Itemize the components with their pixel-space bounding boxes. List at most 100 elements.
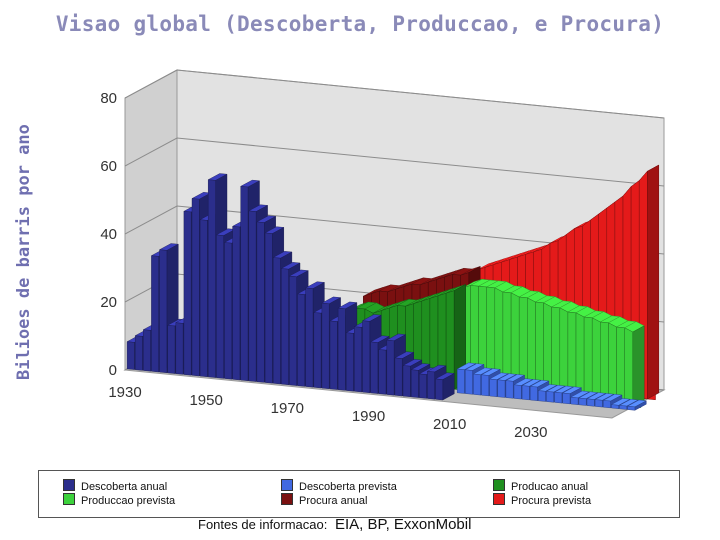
surface-side: [632, 325, 645, 408]
bar-front: [207, 179, 216, 378]
y-tick-label: 60: [100, 158, 117, 175]
bar-front: [386, 339, 395, 396]
bar-front: [216, 234, 224, 379]
bar-front: [619, 405, 627, 410]
x-tick-label: 2010: [433, 416, 466, 433]
bar-front: [538, 390, 546, 402]
legend-swatch: [63, 493, 75, 505]
bar-front: [143, 329, 151, 372]
legend-label: Procura anual: [299, 495, 368, 507]
bar-front: [248, 210, 257, 382]
bar-front: [305, 287, 314, 388]
bar-front: [497, 379, 506, 398]
bar-front: [313, 312, 322, 389]
bar-front: [289, 275, 297, 386]
bar-front: [562, 392, 571, 405]
bar-front: [530, 386, 538, 401]
bar-front: [256, 221, 265, 383]
bar-front: [419, 373, 427, 399]
data-bar: [626, 399, 647, 411]
bar-front: [505, 380, 514, 399]
bar-front: [489, 378, 498, 397]
bar-front: [465, 369, 473, 395]
legend-swatch: [281, 479, 293, 491]
bar-front: [435, 378, 443, 401]
bar-front: [183, 211, 192, 376]
bar-front: [611, 404, 619, 409]
bar-front: [329, 320, 338, 390]
legend-swatch: [493, 479, 505, 491]
bar-front: [362, 320, 370, 394]
y-tick-label: 40: [100, 226, 117, 243]
legend-label: Descoberta anual: [81, 481, 168, 493]
gridline: [124, 205, 665, 255]
x-axis: 1930 1950 1970 1990 2010 2030: [108, 384, 547, 441]
series-descoberta-anual: [126, 173, 455, 401]
bar-front: [321, 302, 330, 390]
y-tick-label: 80: [100, 90, 117, 107]
x-tick-label: 1950: [189, 392, 222, 409]
bar-front: [240, 186, 249, 382]
bar-front: [513, 384, 522, 400]
chart-title: Visao global (Descoberta, Produccao, e P…: [55, 12, 665, 36]
bar-front: [546, 391, 554, 403]
x-tick-label: 1930: [108, 384, 141, 401]
data-bar: [624, 327, 634, 408]
series-descoberta-prevista: [456, 362, 647, 411]
bar-front: [354, 326, 362, 393]
sources-note: Fontes de informacao: EIA, BP, ExxonMobi…: [198, 516, 471, 533]
bar-front: [151, 255, 159, 373]
legend-swatch: [63, 479, 75, 491]
bar-front: [159, 249, 168, 374]
x-tick-label: 1970: [271, 400, 304, 417]
bar-front: [473, 373, 481, 396]
legend-item-descoberta-prevista: Descoberta prevista: [281, 479, 397, 494]
legend: Descoberta anual Descoberta prevista Pro…: [38, 470, 680, 518]
chart-plot: 0 20 40 60 80 1930 1950 1970 1990 2010 2030: [100, 69, 666, 441]
bar-front: [175, 322, 184, 375]
legend-label: Producao anual: [511, 481, 589, 493]
x-tick-label: 2030: [514, 424, 547, 441]
data-bar: [434, 372, 455, 401]
legend-item-procura-anual: Procura anual: [281, 493, 368, 508]
gridline: [124, 69, 665, 119]
bar-front: [627, 405, 636, 411]
bar-front: [281, 268, 289, 386]
bar-front: [554, 391, 563, 404]
bar-front: [273, 257, 281, 385]
bar-front: [427, 371, 435, 400]
bar-front: [199, 219, 208, 378]
y-tick-label: 20: [100, 294, 117, 311]
bar-front: [594, 399, 603, 408]
bar-front: [402, 365, 411, 398]
data-bar: [608, 322, 617, 406]
legend-swatch: [493, 493, 505, 505]
surface-side: [647, 164, 660, 400]
bar-front: [264, 232, 273, 384]
bar-front: [126, 341, 135, 370]
data-bar: [591, 317, 601, 404]
sources-label: Fontes de informacao:: [198, 517, 328, 532]
bar-front: [578, 397, 587, 406]
bar-front: [394, 357, 403, 397]
bar-front: [521, 385, 530, 401]
bar-front: [603, 400, 611, 409]
y-tick-label: 0: [109, 362, 117, 379]
bar-front: [134, 335, 143, 371]
data-bar: [616, 326, 625, 407]
bar-front: [346, 332, 354, 392]
bar-front: [370, 341, 379, 394]
bar-front: [297, 293, 305, 387]
legend-label: Produccao prevista: [81, 495, 176, 507]
bar-front: [191, 198, 200, 377]
gridline: [124, 137, 665, 187]
bar-front: [411, 369, 419, 398]
legend-item-descoberta-anual: Descoberta anual: [63, 479, 167, 494]
bar-front: [570, 396, 579, 405]
bar-front: [232, 226, 241, 381]
legend-label: Descoberta prevista: [299, 481, 397, 493]
legend-item-procura-prevista: Procura prevista: [493, 493, 591, 508]
bar-front: [224, 242, 233, 380]
sources-value: EIA, BP, ExxonMobil: [334, 516, 472, 533]
bar-front: [167, 325, 176, 374]
